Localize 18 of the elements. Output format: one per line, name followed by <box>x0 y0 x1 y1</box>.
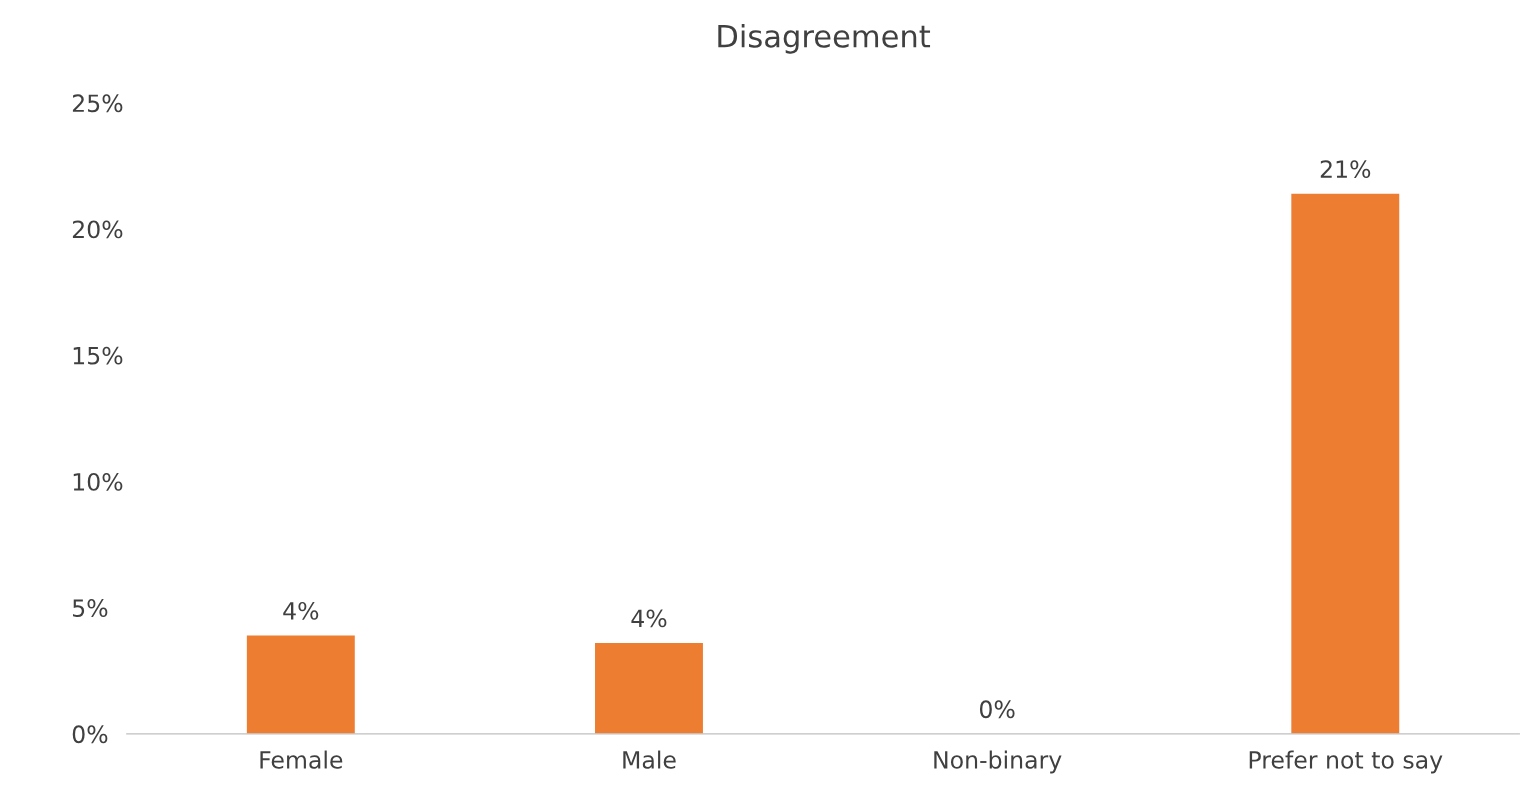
data-label: 0% <box>979 700 1015 719</box>
y-tick-label: 0% <box>72 725 108 744</box>
y-tick-label: 25% <box>72 94 123 113</box>
data-label: 21% <box>1320 160 1371 179</box>
x-tick-label: Female <box>260 750 343 769</box>
x-tick-label: Male <box>623 750 676 769</box>
chart-title: Disagreement <box>718 24 931 54</box>
y-tick-label: 20% <box>72 220 123 239</box>
x-tick-label: Non-binary <box>934 750 1062 774</box>
y-tick-label: 5% <box>73 599 108 617</box>
data-label: 4% <box>283 601 319 620</box>
y-tick-label: 10% <box>73 472 123 491</box>
bar <box>1291 193 1400 734</box>
x-tick-label: Prefer not to say <box>1249 750 1443 774</box>
bar <box>595 643 703 734</box>
y-tick-label: 15% <box>73 346 123 365</box>
bar <box>246 635 355 734</box>
data-label: 4% <box>631 609 667 628</box>
